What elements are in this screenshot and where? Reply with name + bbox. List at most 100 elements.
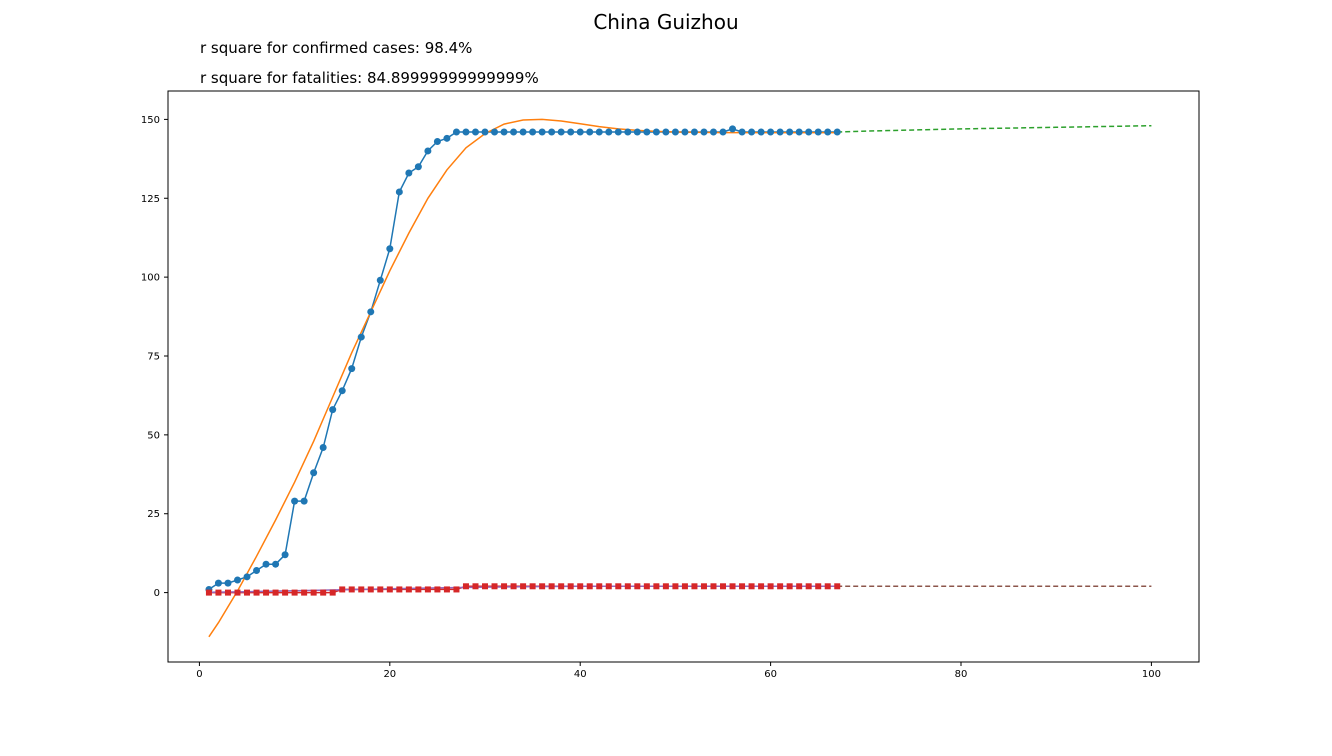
confirmed-observed-point xyxy=(386,245,394,253)
fatalities-observed-point xyxy=(282,589,289,596)
y-tick-label: 150 xyxy=(141,115,160,126)
marker-layer xyxy=(205,125,841,596)
fatalities-observed-point xyxy=(205,589,212,596)
fatalities-observed-point xyxy=(215,589,222,596)
confirmed-observed-point xyxy=(471,128,479,136)
fatalities-observed-point xyxy=(472,583,479,590)
fatalities-observed-point xyxy=(272,589,279,596)
fatalities-observed-point xyxy=(615,583,622,590)
fatalities-observed-point xyxy=(824,583,831,590)
r-square-confirmed-text: r square for confirmed cases: 98.4% xyxy=(200,39,473,57)
fatalities-observed-point xyxy=(767,583,774,590)
y-tick-label: 100 xyxy=(141,273,160,284)
x-tick-label: 20 xyxy=(383,669,396,680)
confirmed-observed-point xyxy=(595,128,603,136)
confirmed-observed-point xyxy=(738,128,746,136)
confirmed-observed-point xyxy=(281,551,289,559)
confirmed-observed-point xyxy=(357,333,365,341)
fatalities-observed-point xyxy=(586,583,593,590)
confirmed-observed-point xyxy=(567,128,575,136)
fatalities-observed-point xyxy=(529,583,536,590)
x-tick-label: 80 xyxy=(955,669,968,680)
confirmed-projection-line xyxy=(837,124,1152,133)
fatalities-observed-point xyxy=(405,586,412,593)
fatalities-observed-point xyxy=(510,583,517,590)
confirmed-observed-point xyxy=(433,137,441,145)
fatalities-observed-point xyxy=(796,583,803,590)
fatalities-observed-point xyxy=(624,583,631,590)
y-tick-label: 75 xyxy=(147,351,160,362)
fatalities-observed-point xyxy=(672,583,679,590)
confirmed-observed-point xyxy=(348,365,356,373)
fatalities-observed-point xyxy=(329,589,336,596)
confirmed-observed-point xyxy=(757,128,765,136)
series-layer xyxy=(208,118,1152,638)
fatalities-observed-point xyxy=(758,583,765,590)
fatalities-observed-point xyxy=(634,583,641,590)
confirmed-observed-point xyxy=(262,560,270,568)
confirmed-observed-point xyxy=(557,128,565,136)
confirmed-observed-point xyxy=(510,128,518,136)
fatalities-observed-point xyxy=(234,589,241,596)
confirmed-observed-point xyxy=(329,406,337,414)
fatalities-observed-point xyxy=(415,586,422,593)
confirmed-observed-point xyxy=(405,169,413,177)
fatalities-observed-point xyxy=(491,583,498,590)
fatalities-observed-point xyxy=(301,589,308,596)
fatalities-observed-point xyxy=(653,583,660,590)
confirmed-observed-point xyxy=(662,128,670,136)
fatalities-observed-point xyxy=(501,583,508,590)
fatalities-observed-point xyxy=(720,583,727,590)
confirmed-observed-point xyxy=(767,128,775,136)
confirmed-observed-point xyxy=(529,128,537,136)
fatalities-observed-point xyxy=(358,586,365,593)
fatalities-observed-point xyxy=(691,583,698,590)
confirmed-observed-point xyxy=(795,128,803,136)
fatalities-observed-point xyxy=(596,583,603,590)
fatalities-observed-point xyxy=(520,583,527,590)
y-tick-label: 125 xyxy=(141,194,160,205)
fatalities-observed-point xyxy=(729,583,736,590)
fatalities-observed-point xyxy=(291,589,298,596)
confirmed-observed-point xyxy=(310,469,318,477)
confirmed-observed-point xyxy=(338,387,346,395)
confirmed-observed-point xyxy=(643,128,651,136)
confirmed-observed-point xyxy=(605,128,613,136)
confirmed-observed-point xyxy=(395,188,403,196)
fatalities-observed-point xyxy=(339,586,346,593)
confirmed-observed-point xyxy=(548,128,556,136)
chart-title: China Guizhou xyxy=(593,10,739,34)
fatalities-observed-point xyxy=(482,583,489,590)
confirmed-observed-line xyxy=(208,128,838,591)
fatalities-observed-point xyxy=(386,586,393,593)
fatalities-observed-point xyxy=(424,586,431,593)
confirmed-fit-line xyxy=(208,118,838,638)
confirmed-observed-point xyxy=(748,128,756,136)
confirmed-observed-point xyxy=(452,128,460,136)
confirmed-observed-point xyxy=(424,147,432,155)
confirmed-observed-point xyxy=(814,128,822,136)
confirmed-observed-point xyxy=(586,128,594,136)
confirmed-observed-point xyxy=(729,125,737,133)
y-axis: 0 25 50 75 100 125 150 xyxy=(141,115,168,599)
fatalities-observed-point xyxy=(777,583,784,590)
confirmed-observed-point xyxy=(291,497,299,505)
fatalities-observed-point xyxy=(643,583,650,590)
confirmed-observed-point xyxy=(824,128,832,136)
confirmed-observed-point xyxy=(414,163,422,171)
fatalities-observed-point xyxy=(263,589,270,596)
confirmed-observed-point xyxy=(214,579,222,587)
confirmed-observed-point xyxy=(805,128,813,136)
fatalities-observed-point xyxy=(244,589,251,596)
confirmed-observed-point xyxy=(709,128,717,136)
plot-frame xyxy=(167,90,1200,663)
confirmed-observed-point xyxy=(776,128,784,136)
confirmed-observed-point xyxy=(833,128,841,136)
confirmed-observed-point xyxy=(319,443,327,451)
confirmed-observed-point xyxy=(481,128,489,136)
fatalities-observed-point xyxy=(443,586,450,593)
confirmed-observed-point xyxy=(243,573,251,581)
fatalities-observed-point xyxy=(434,586,441,593)
fatalities-observed-point xyxy=(815,583,822,590)
confirmed-observed-point xyxy=(491,128,499,136)
